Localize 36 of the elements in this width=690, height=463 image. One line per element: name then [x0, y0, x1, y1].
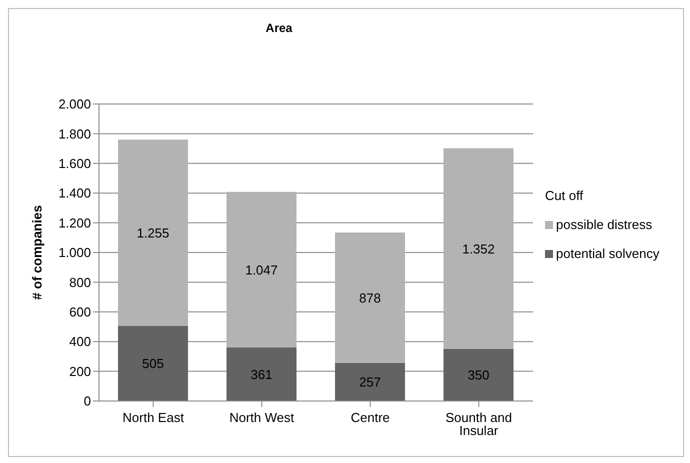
y-tick-label: 2.000	[58, 96, 91, 112]
y-tick-label: 1.000	[58, 245, 91, 260]
data-label: 505	[142, 356, 164, 372]
legend-title: Cut off	[545, 188, 584, 203]
bar	[444, 349, 514, 401]
data-label: 361	[250, 366, 272, 382]
y-tick-label: 1.200	[58, 215, 91, 230]
y-tick-label: 1.400	[58, 186, 91, 201]
bar	[444, 148, 514, 350]
y-axis-title: # of companies	[30, 205, 45, 300]
chart-title: Area	[264, 21, 294, 35]
bar	[118, 326, 188, 401]
data-label: 1.047	[245, 262, 278, 278]
bar	[226, 192, 296, 348]
y-tick-label: 1.600	[58, 156, 91, 172]
data-label: 1.352	[462, 241, 495, 256]
legend-label: possible distress	[556, 217, 652, 232]
bar	[335, 362, 405, 401]
x-tick-label: Sounth and Insular	[445, 410, 512, 438]
bar	[226, 347, 296, 401]
data-label: 350	[468, 368, 490, 383]
x-tick-label: North West	[229, 410, 295, 426]
y-tick-label: 1.800	[58, 126, 91, 142]
bar	[335, 232, 405, 363]
x-tick-label: Centre	[350, 410, 390, 426]
data-label: 878	[359, 290, 381, 306]
legend-label: potential solvency	[556, 246, 660, 261]
y-tick-label: 200	[69, 364, 91, 379]
data-label: 1.255	[136, 225, 170, 240]
bar	[118, 140, 188, 326]
y-tick-label: 0	[84, 394, 91, 409]
data-label: 257	[359, 374, 381, 390]
y-tick-label: 800	[69, 274, 91, 290]
x-tick-label: North East	[122, 410, 184, 426]
y-tick-label: 600	[69, 304, 91, 320]
y-tick-label: 400	[69, 334, 91, 350]
